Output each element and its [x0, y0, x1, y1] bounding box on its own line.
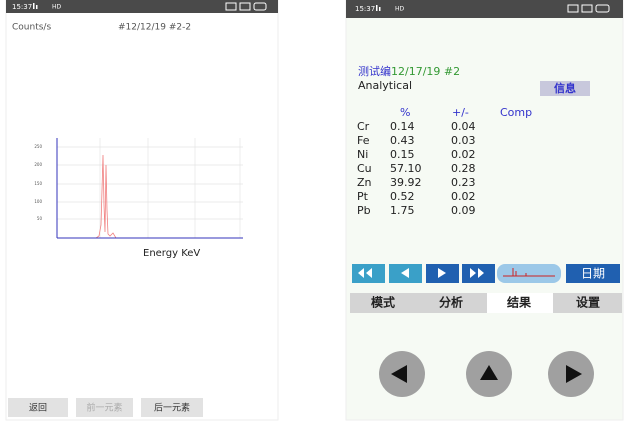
table-cell: 0.09	[451, 204, 476, 217]
tab[interactable]: 设置	[576, 295, 600, 310]
x-axis-label: Energy KeV	[143, 248, 200, 259]
y-axis-label: Counts/s	[12, 23, 51, 33]
info-button[interactable]: 信息	[554, 81, 576, 95]
table-header: %	[400, 106, 410, 119]
status-bar	[346, 0, 623, 18]
table-cell: 39.92	[390, 176, 422, 189]
test-label: 测试编	[358, 64, 391, 78]
mode: Analytical	[358, 79, 412, 92]
table-cell: Cu	[357, 162, 372, 175]
table-cell: 1.75	[390, 204, 415, 217]
table-cell: 0.04	[451, 120, 476, 133]
table-cell: 57.10	[390, 162, 422, 175]
tab[interactable]: 模式	[371, 295, 395, 310]
button[interactable]: 后一元素	[154, 402, 190, 414]
test-title: 测试编12/17/19 #2	[358, 64, 460, 78]
table-cell: Ni	[357, 148, 368, 161]
date-button[interactable]: 日期	[581, 267, 605, 281]
nav-buttons[interactable]	[352, 264, 561, 283]
left-screen	[5, 0, 279, 421]
table-header: Comp	[500, 106, 532, 119]
y-tick-label: 100	[34, 199, 42, 204]
table-cell: Fe	[357, 134, 370, 147]
table-cell: Pb	[357, 204, 371, 217]
button[interactable]: 前一元素	[86, 402, 122, 414]
right-screen	[345, 0, 624, 421]
table-cell: 0.28	[451, 162, 476, 175]
tab[interactable]: 结果	[507, 295, 531, 310]
table-cell: 0.23	[451, 176, 476, 189]
table-cell: Zn	[357, 176, 372, 189]
sample-id: #12/12/19 #2-2	[118, 23, 191, 33]
tab[interactable]: 分析	[439, 295, 463, 310]
status-hd: HD	[52, 4, 62, 11]
y-tick-label: 150	[34, 181, 42, 186]
button-bg[interactable]	[8, 398, 68, 417]
table-cell: 0.02	[451, 148, 476, 161]
y-tick-label: 50	[37, 216, 43, 221]
table-cell: 0.14	[390, 120, 415, 133]
test-id: 12/17/19 #2	[391, 65, 460, 78]
spectrum	[57, 154, 243, 239]
status-time: 15:37	[355, 5, 375, 13]
y-tick-label: 200	[34, 162, 42, 167]
table-cell: 0.03	[451, 134, 476, 147]
status-bar	[6, 0, 278, 13]
info-button-bg[interactable]	[540, 81, 590, 96]
arrow-buttons[interactable]	[379, 351, 594, 397]
table-cell: 0.15	[390, 148, 415, 161]
date-button-bg[interactable]	[566, 264, 620, 283]
status-time: 15:37	[12, 3, 32, 11]
table-cell: Cr	[357, 120, 370, 133]
tab-selected	[487, 293, 553, 313]
table-cell: 0.02	[451, 190, 476, 203]
tab-bar	[350, 293, 622, 313]
y-tick-label: 250	[34, 144, 42, 149]
button-bg[interactable]	[141, 398, 203, 417]
button-bg[interactable]	[76, 398, 133, 417]
table-header: +/-	[452, 106, 469, 119]
table-cell: 0.52	[390, 190, 415, 203]
table-cell: Pt	[357, 190, 369, 203]
status-hd: HD	[395, 6, 405, 13]
spectrum-grid	[57, 138, 243, 238]
table-cell: 0.43	[390, 134, 415, 147]
button[interactable]: 返回	[29, 402, 47, 414]
